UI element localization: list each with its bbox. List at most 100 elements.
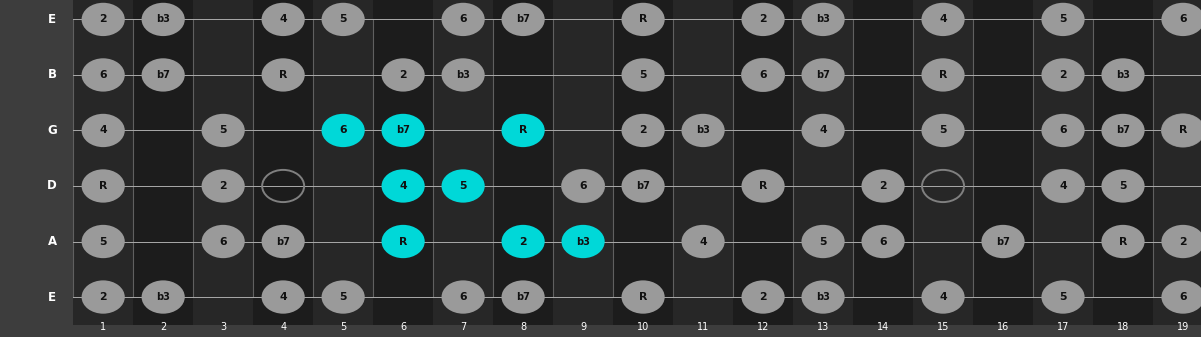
Ellipse shape — [801, 58, 844, 92]
Ellipse shape — [142, 3, 185, 36]
Text: b3: b3 — [697, 125, 710, 135]
Ellipse shape — [741, 58, 784, 92]
Text: 2: 2 — [759, 14, 767, 24]
Ellipse shape — [322, 3, 365, 36]
Bar — [913, 0, 973, 325]
Ellipse shape — [322, 114, 365, 147]
Bar — [434, 0, 494, 325]
Text: b3: b3 — [156, 14, 171, 24]
Text: 6: 6 — [400, 322, 406, 332]
Ellipse shape — [1161, 225, 1201, 258]
Ellipse shape — [442, 169, 485, 203]
Text: R: R — [1179, 125, 1188, 135]
Ellipse shape — [741, 280, 784, 314]
Ellipse shape — [861, 169, 904, 203]
Text: B: B — [48, 68, 56, 82]
Text: 6: 6 — [340, 125, 347, 135]
Text: b7: b7 — [637, 181, 650, 191]
Text: 4: 4 — [100, 125, 107, 135]
Text: 10: 10 — [637, 322, 650, 332]
Ellipse shape — [82, 3, 125, 36]
Text: A: A — [48, 235, 56, 248]
FancyBboxPatch shape — [2, 3, 1199, 334]
Bar — [73, 0, 133, 325]
Text: 6: 6 — [1179, 14, 1187, 24]
Text: 5: 5 — [1119, 181, 1127, 191]
Ellipse shape — [502, 280, 545, 314]
Ellipse shape — [202, 225, 245, 258]
Ellipse shape — [1161, 280, 1201, 314]
Text: 5: 5 — [220, 125, 227, 135]
Ellipse shape — [1101, 169, 1145, 203]
Ellipse shape — [142, 280, 185, 314]
Text: R: R — [1119, 237, 1128, 246]
Text: 19: 19 — [1177, 322, 1189, 332]
Ellipse shape — [1161, 114, 1201, 147]
Text: 5: 5 — [1059, 14, 1066, 24]
Text: b3: b3 — [817, 14, 830, 24]
Text: 6: 6 — [1179, 292, 1187, 302]
Ellipse shape — [981, 225, 1024, 258]
Ellipse shape — [502, 225, 545, 258]
Bar — [673, 0, 733, 325]
Ellipse shape — [262, 225, 305, 258]
Bar — [554, 0, 613, 325]
Ellipse shape — [442, 58, 485, 92]
Ellipse shape — [621, 280, 664, 314]
Ellipse shape — [562, 225, 604, 258]
Text: R: R — [279, 70, 287, 80]
Ellipse shape — [322, 280, 365, 314]
Ellipse shape — [382, 114, 425, 147]
Ellipse shape — [1041, 169, 1085, 203]
Text: R: R — [939, 70, 948, 80]
Ellipse shape — [502, 3, 545, 36]
Text: 2: 2 — [1179, 237, 1187, 246]
Ellipse shape — [1101, 225, 1145, 258]
Text: 18: 18 — [1117, 322, 1129, 332]
Text: 4: 4 — [280, 292, 287, 302]
Text: 4: 4 — [699, 237, 707, 246]
Ellipse shape — [202, 114, 245, 147]
Text: 4: 4 — [280, 322, 286, 332]
Text: 6: 6 — [579, 181, 587, 191]
Bar — [1093, 0, 1153, 325]
Text: b7: b7 — [996, 237, 1010, 246]
Text: b3: b3 — [817, 292, 830, 302]
Text: 13: 13 — [817, 322, 829, 332]
Bar — [1033, 0, 1093, 325]
Text: b3: b3 — [456, 70, 470, 80]
Ellipse shape — [1041, 114, 1085, 147]
Text: 6: 6 — [459, 292, 467, 302]
Text: 4: 4 — [939, 292, 946, 302]
Ellipse shape — [801, 114, 844, 147]
Ellipse shape — [262, 3, 305, 36]
Text: b7: b7 — [156, 70, 171, 80]
Ellipse shape — [262, 58, 305, 92]
Ellipse shape — [621, 3, 664, 36]
Text: 5: 5 — [340, 14, 347, 24]
Text: 2: 2 — [519, 237, 527, 246]
Text: 6: 6 — [879, 237, 886, 246]
Bar — [973, 0, 1033, 325]
Text: R: R — [639, 14, 647, 24]
Bar — [193, 0, 253, 325]
Ellipse shape — [82, 280, 125, 314]
Text: D: D — [47, 180, 58, 192]
Text: 3: 3 — [220, 322, 226, 332]
Text: 2: 2 — [879, 181, 886, 191]
Text: E: E — [48, 13, 56, 26]
Text: 5: 5 — [459, 181, 467, 191]
Ellipse shape — [681, 225, 724, 258]
Text: 6: 6 — [220, 237, 227, 246]
Text: R: R — [519, 125, 527, 135]
Bar — [853, 0, 913, 325]
Ellipse shape — [82, 169, 125, 203]
Ellipse shape — [921, 58, 964, 92]
Ellipse shape — [1161, 3, 1201, 36]
Text: 11: 11 — [697, 322, 710, 332]
Ellipse shape — [741, 3, 784, 36]
Text: 5: 5 — [819, 237, 826, 246]
Text: 9: 9 — [580, 322, 586, 332]
Ellipse shape — [741, 169, 784, 203]
Ellipse shape — [142, 58, 185, 92]
